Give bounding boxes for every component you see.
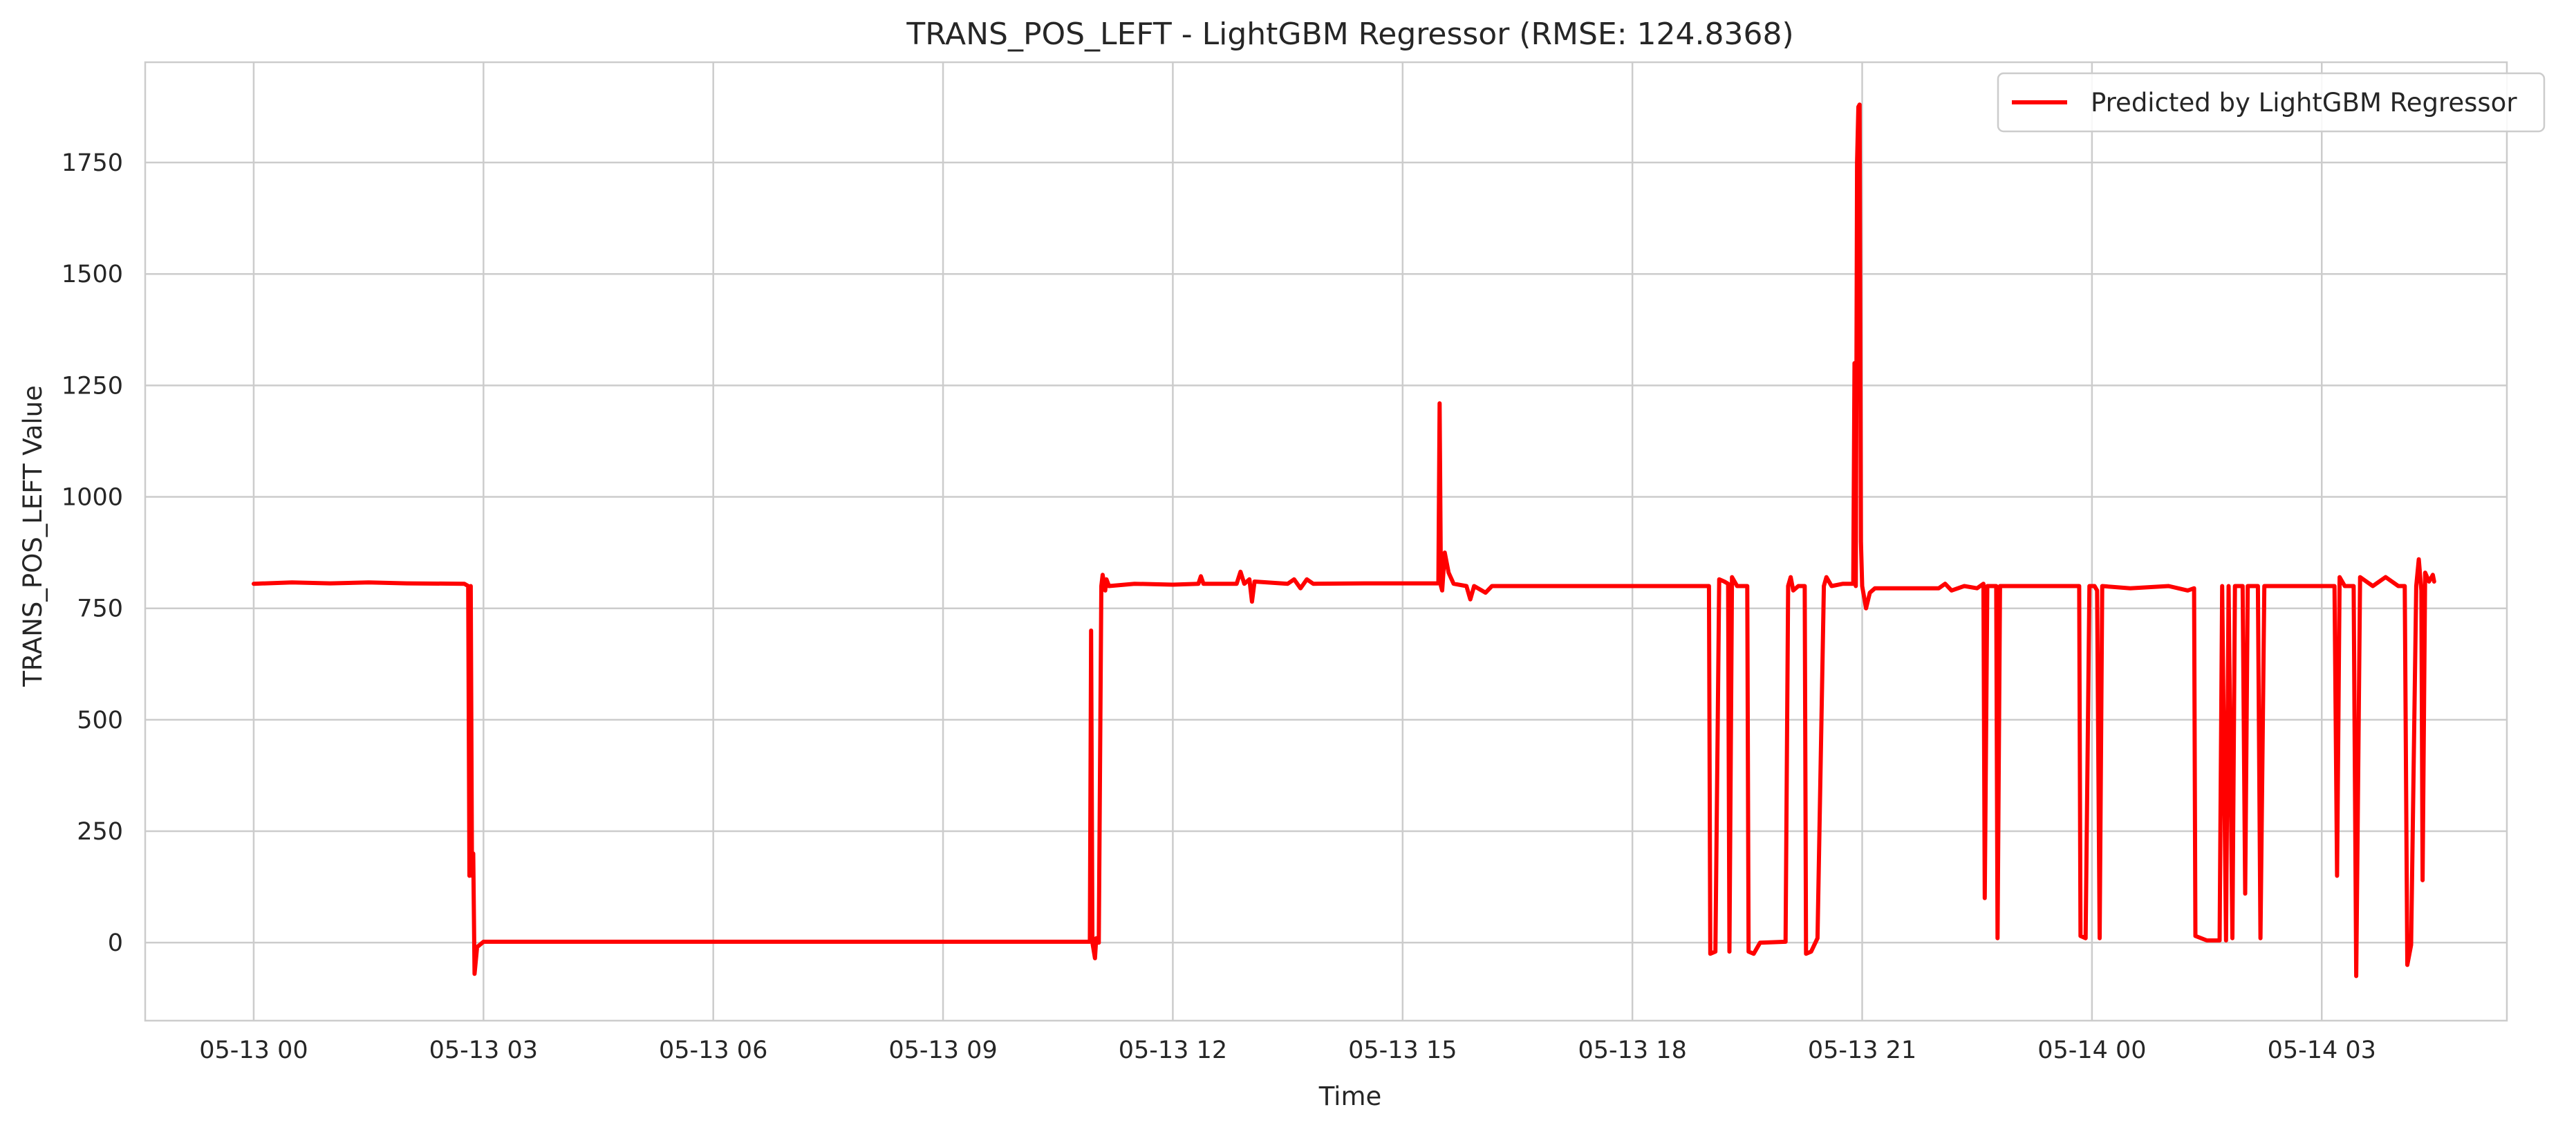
y-tick-label: 1000: [62, 484, 123, 512]
legend-box: [1997, 72, 2546, 133]
y-tick-label: 750: [77, 595, 123, 623]
y-tick-label: 1500: [62, 261, 123, 288]
x-tick-label: 05-13 03: [429, 1037, 538, 1064]
x-tick-labels: 05-13 00 05-13 03 05-13 06 05-13 09 05-13 12…: [199, 1037, 2376, 1064]
y-tick-label: 1250: [62, 372, 123, 400]
series-layer: [252, 102, 2436, 978]
y-tick-label: 1750: [62, 149, 123, 177]
legend-label: Predicted by LightGBM Regressor: [2091, 88, 2517, 118]
y-tick-labels: 0 250 500 750 1000 1250 1500 1750: [62, 149, 123, 957]
x-tick-label: 05-13 18: [1578, 1037, 1686, 1064]
series-line-predicted: [252, 102, 2436, 978]
x-tick-label: 05-13 00: [199, 1037, 308, 1064]
y-tick-label: 250: [77, 818, 123, 846]
y-tick-label: 0: [108, 929, 123, 957]
chart-title: TRANS_POS_LEFT - LightGBM Regressor (RMS…: [906, 17, 1793, 52]
x-axis-label: Time: [1318, 1082, 1382, 1111]
x-tick-label: 05-14 00: [2037, 1037, 2146, 1064]
y-tick-label: 500: [77, 707, 123, 734]
x-tick-label: 05-13 21: [1808, 1037, 1916, 1064]
x-tick-label: 05-13 15: [1348, 1037, 1457, 1064]
y-axis-label: TRANS_POS_LEFT Value: [18, 385, 48, 687]
plot-frame: [144, 61, 2508, 1022]
x-tick-label: 05-13 06: [659, 1037, 767, 1064]
legend: Predicted by LightGBM Regressor: [1997, 72, 2546, 133]
x-tick-label: 05-13 09: [888, 1037, 997, 1064]
x-tick-label: 05-14 03: [2268, 1037, 2376, 1064]
x-tick-label: 05-13 12: [1119, 1037, 1227, 1064]
